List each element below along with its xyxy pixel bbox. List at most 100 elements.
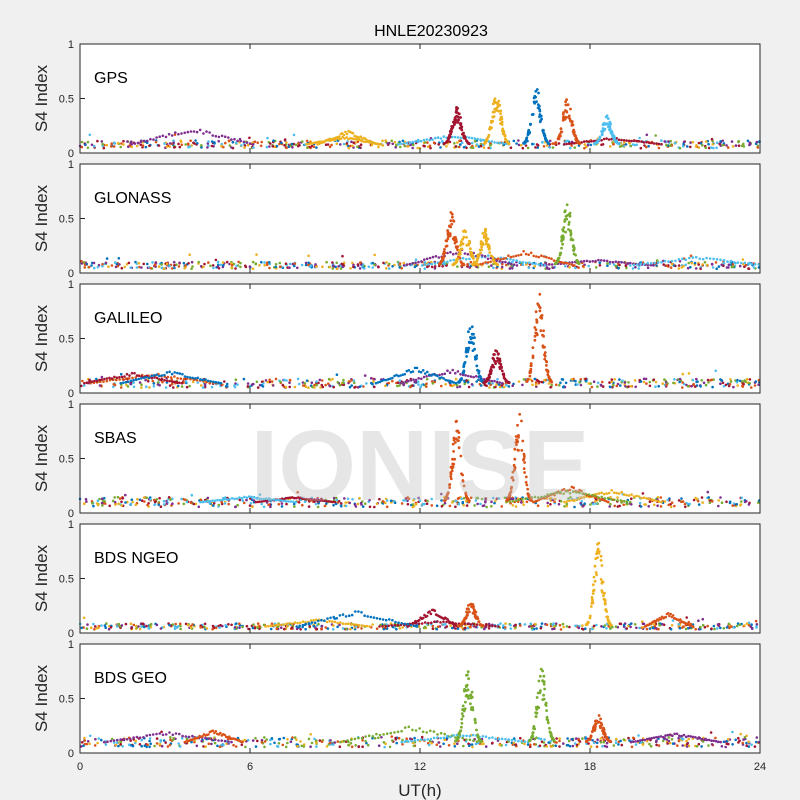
data-point: [148, 496, 152, 499]
data-point: [258, 264, 261, 267]
plot-area: [80, 644, 760, 753]
data-point: [183, 375, 187, 378]
data-point: [687, 261, 690, 265]
data-point: [243, 144, 247, 147]
data-point: [561, 112, 565, 116]
data-point: [486, 261, 490, 264]
data-point: [105, 622, 108, 625]
data-point: [349, 627, 352, 631]
data-point: [160, 377, 164, 381]
data-point: [448, 486, 451, 489]
data-point: [691, 625, 694, 628]
data-point: [296, 621, 299, 625]
data-point: [459, 143, 462, 146]
data-point: [494, 385, 497, 389]
data-point: [277, 623, 281, 626]
data-point: [638, 501, 642, 505]
data-point: [642, 380, 646, 384]
data-point: [719, 626, 722, 630]
data-point: [579, 260, 583, 263]
data-point: [442, 623, 445, 626]
data-point: [321, 385, 325, 389]
data-point: [285, 141, 288, 144]
data-point: [607, 491, 611, 495]
data-point: [470, 332, 474, 336]
data-point: [655, 142, 658, 145]
data-point: [500, 505, 504, 508]
data-point: [475, 623, 479, 626]
data-point: [428, 256, 432, 260]
data-point: [620, 743, 624, 747]
data-point: [530, 379, 534, 383]
data-point: [507, 496, 511, 500]
data-point: [747, 262, 750, 265]
data-point: [530, 499, 534, 502]
data-point: [251, 505, 254, 509]
data-point: [401, 139, 405, 143]
data-point: [417, 625, 421, 628]
data-point: [306, 146, 309, 150]
data-point: [139, 143, 143, 146]
data-point: [479, 384, 483, 387]
data-point: [488, 251, 492, 254]
data-point: [423, 144, 426, 148]
data-point: [531, 112, 535, 116]
data-point: [669, 505, 673, 509]
data-point: [547, 263, 551, 266]
data-point: [192, 130, 196, 133]
data-point: [234, 505, 237, 509]
data-point: [483, 381, 486, 384]
data-point: [585, 259, 589, 263]
data-point: [428, 373, 431, 377]
y-tick-label: 0: [68, 628, 74, 640]
data-point: [710, 378, 714, 382]
data-point: [549, 503, 552, 506]
data-point: [363, 502, 367, 506]
data-point: [589, 745, 593, 748]
data-point: [270, 380, 274, 383]
data-point: [373, 263, 376, 267]
data-point: [216, 260, 220, 264]
data-point: [96, 265, 100, 269]
data-point: [150, 376, 154, 380]
data-point: [235, 497, 239, 500]
data-point: [113, 383, 117, 387]
data-point: [591, 260, 594, 263]
data-point: [394, 146, 398, 149]
data-point: [510, 476, 514, 480]
data-point: [545, 255, 548, 259]
data-point: [614, 260, 618, 264]
data-point: [454, 505, 457, 509]
data-point: [425, 502, 429, 506]
data-point: [540, 117, 543, 121]
data-point: [205, 627, 209, 630]
data-point: [282, 736, 286, 740]
data-point: [454, 437, 458, 441]
data-point: [414, 140, 417, 143]
data-point: [230, 497, 234, 500]
data-point: [335, 261, 339, 265]
data-point: [441, 265, 444, 268]
data-point: [183, 131, 186, 135]
data-point: [194, 377, 197, 380]
data-point: [616, 382, 620, 386]
data-point: [153, 263, 157, 267]
data-point: [679, 618, 682, 621]
data-point: [430, 374, 433, 377]
data-point: [510, 485, 513, 489]
data-point: [255, 497, 258, 500]
data-point: [639, 380, 643, 383]
data-point: [559, 127, 563, 131]
data-point: [92, 504, 95, 508]
data-point: [185, 500, 189, 504]
data-point: [469, 375, 473, 378]
data-point: [622, 503, 625, 507]
data-point: [384, 618, 388, 622]
data-point: [486, 257, 490, 261]
data-point: [662, 263, 665, 266]
data-point: [583, 502, 586, 506]
data-point: [295, 625, 299, 628]
data-point: [508, 500, 511, 503]
data-point: [96, 139, 99, 143]
